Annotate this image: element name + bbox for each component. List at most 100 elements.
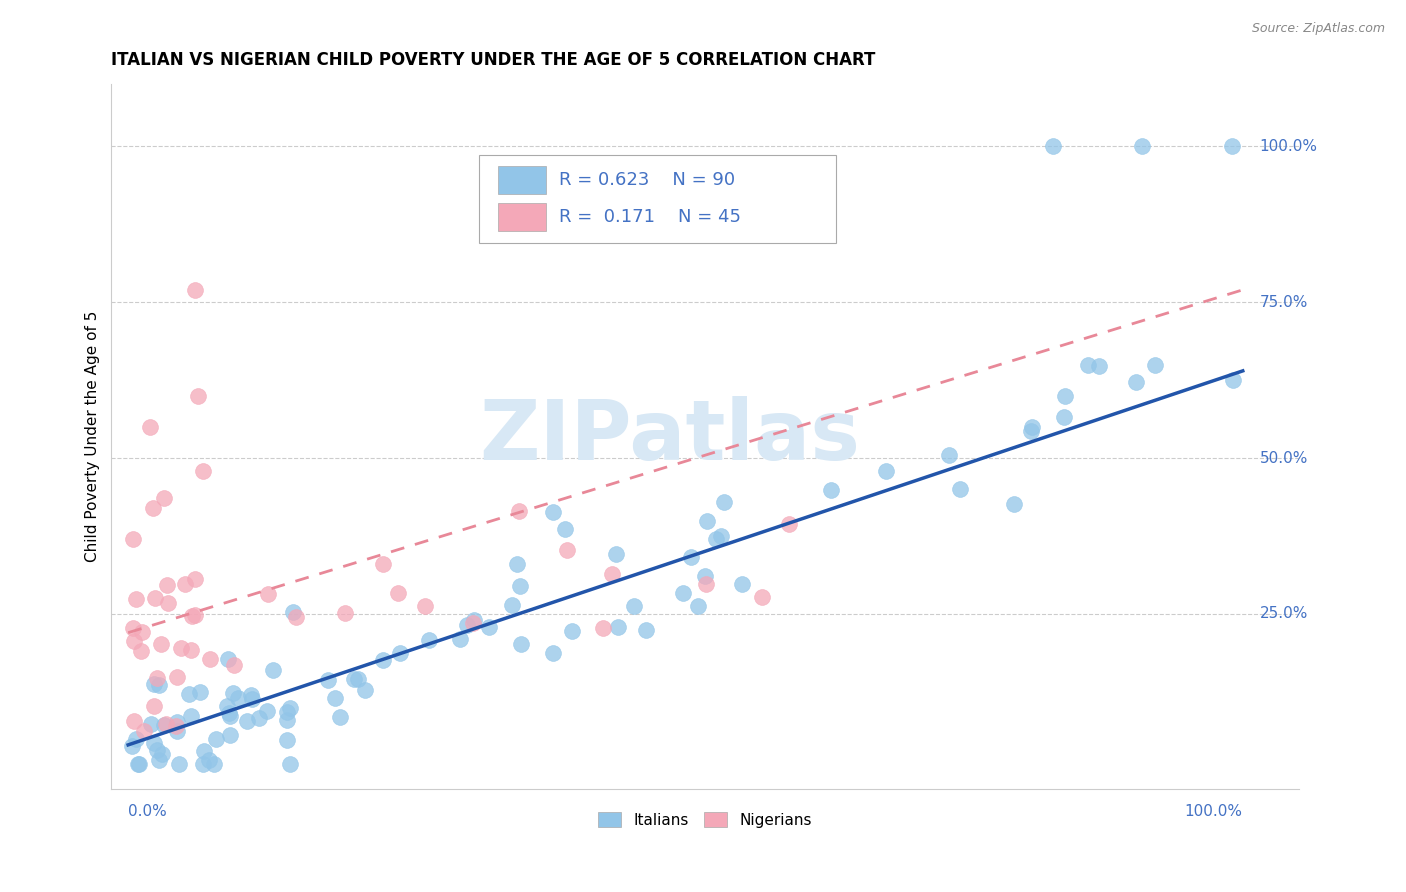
Point: [387, 585, 409, 599]
Text: ITALIAN VS NIGERIAN CHILD POVERTY UNDER THE AGE OF 5 CORRELATION CHART: ITALIAN VS NIGERIAN CHILD POVERTY UNDER …: [111, 51, 876, 69]
Point: [509, 579, 531, 593]
Point: [138, 420, 160, 434]
Point: [150, 747, 173, 762]
Point: [145, 743, 167, 757]
Point: [169, 640, 191, 655]
Point: [1053, 409, 1076, 424]
Point: [820, 483, 842, 497]
Point: [218, 708, 240, 723]
Point: [1021, 420, 1043, 434]
Point: [695, 577, 717, 591]
Point: [541, 646, 564, 660]
Point: [174, 577, 197, 591]
Point: [143, 676, 166, 690]
Point: [143, 591, 166, 606]
Point: [605, 547, 627, 561]
Point: [222, 686, 245, 700]
Point: [606, 620, 628, 634]
Point: [634, 623, 657, 637]
Point: [413, 599, 436, 613]
Point: [157, 596, 180, 610]
Point: [167, 756, 190, 771]
Point: [132, 723, 155, 738]
Point: [256, 704, 278, 718]
FancyBboxPatch shape: [498, 166, 546, 194]
Point: [949, 483, 972, 497]
Point: [249, 711, 271, 725]
Point: [276, 705, 298, 719]
Point: [1021, 424, 1043, 438]
Point: [751, 590, 773, 604]
Point: [187, 389, 209, 403]
Point: [509, 637, 531, 651]
Point: [1088, 359, 1111, 373]
Point: [1220, 139, 1243, 153]
Point: [224, 657, 246, 672]
Point: [191, 756, 214, 771]
Point: [166, 714, 188, 729]
Point: [276, 732, 298, 747]
Point: [180, 643, 202, 657]
Text: 100.0%: 100.0%: [1185, 804, 1243, 819]
Point: [125, 731, 148, 746]
Point: [696, 514, 718, 528]
Point: [281, 605, 304, 619]
Point: [508, 504, 530, 518]
Text: 50.0%: 50.0%: [1260, 450, 1308, 466]
Point: [205, 732, 228, 747]
Point: [149, 637, 172, 651]
Point: [449, 632, 471, 646]
Point: [146, 671, 169, 685]
Point: [202, 756, 225, 771]
Point: [155, 717, 177, 731]
Point: [1222, 373, 1244, 387]
Point: [276, 713, 298, 727]
Point: [600, 566, 623, 581]
Point: [506, 557, 529, 571]
Point: [710, 529, 733, 543]
Text: R =  0.171    N = 45: R = 0.171 N = 45: [560, 208, 741, 227]
Point: [184, 283, 207, 297]
Point: [477, 620, 499, 634]
Point: [226, 690, 249, 705]
Point: [156, 578, 179, 592]
Point: [278, 701, 301, 715]
Point: [671, 586, 693, 600]
Point: [262, 663, 284, 677]
Point: [1143, 358, 1166, 372]
Text: 25.0%: 25.0%: [1260, 607, 1308, 622]
Point: [463, 616, 485, 631]
Point: [1077, 358, 1099, 372]
Point: [329, 710, 352, 724]
Point: [418, 633, 440, 648]
Point: [371, 653, 394, 667]
Point: [256, 587, 278, 601]
Text: 100.0%: 100.0%: [1260, 139, 1317, 154]
Text: 0.0%: 0.0%: [128, 804, 167, 819]
Point: [165, 719, 187, 733]
Point: [153, 491, 176, 505]
Point: [122, 532, 145, 546]
Point: [152, 718, 174, 732]
Point: [335, 606, 357, 620]
FancyBboxPatch shape: [498, 203, 546, 231]
Point: [143, 698, 166, 713]
Point: [191, 464, 214, 478]
Point: [188, 685, 211, 699]
Point: [218, 706, 240, 720]
Point: [131, 624, 153, 639]
Point: [389, 646, 412, 660]
Point: [240, 691, 263, 706]
Point: [180, 709, 202, 723]
Point: [1042, 139, 1064, 153]
Point: [219, 729, 242, 743]
Point: [371, 557, 394, 571]
Point: [148, 678, 170, 692]
Point: [704, 532, 727, 546]
Point: [166, 723, 188, 738]
Point: [129, 644, 152, 658]
Point: [1125, 375, 1147, 389]
Point: [235, 714, 257, 729]
Point: [1132, 139, 1154, 153]
Point: [679, 550, 702, 565]
